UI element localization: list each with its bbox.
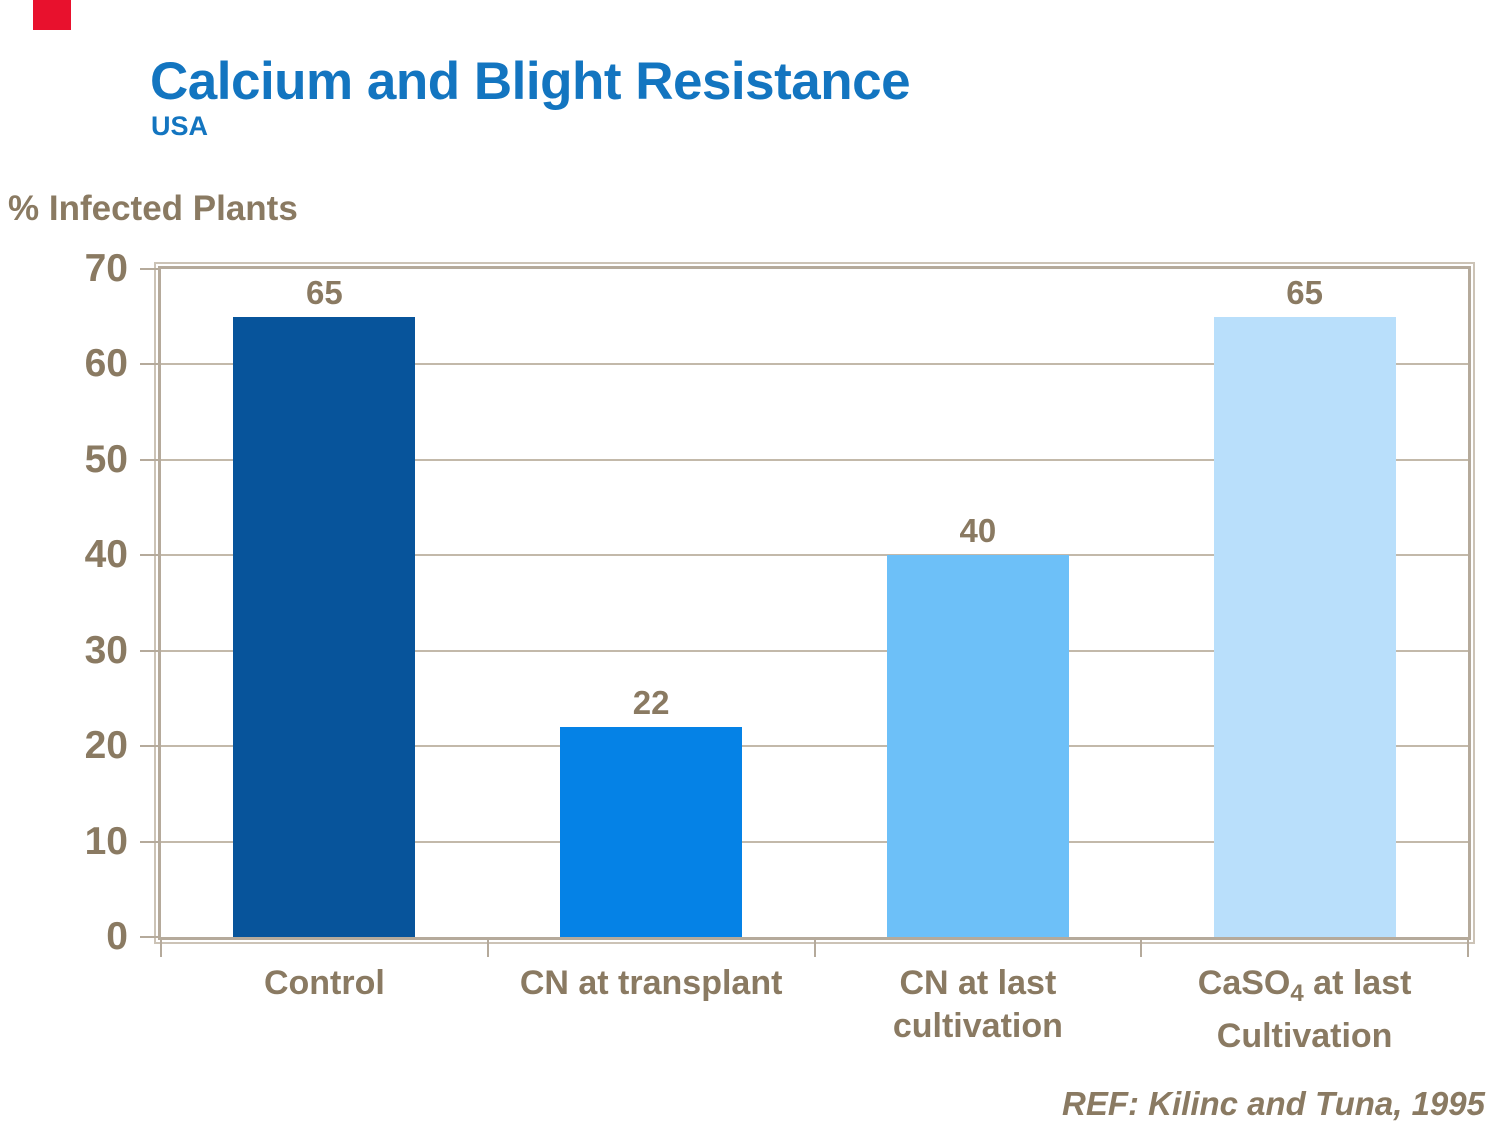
x-category-line: Control: [159, 962, 489, 1005]
slide-title: Calcium and Blight Resistance: [150, 52, 911, 111]
y-tick-mark: [140, 649, 158, 652]
bar-2: [560, 727, 743, 937]
label-text: CN at last: [899, 964, 1057, 1002]
y-tick-label: 70: [84, 247, 128, 290]
x-category-line: CaSO4 at last: [1140, 962, 1470, 1015]
y-tick-label: 0: [106, 915, 128, 958]
gridline: [161, 458, 1468, 461]
y-tick-mark: [140, 840, 158, 843]
gridline: [161, 649, 1468, 652]
bar-value-label: 40: [959, 512, 997, 550]
brand-accent-square: [33, 0, 71, 30]
x-category-line: cultivation: [813, 1005, 1143, 1048]
y-axis-title: % Infected Plants: [8, 189, 298, 228]
y-tick-mark: [140, 936, 158, 938]
gridline: [161, 363, 1468, 366]
y-tick-label: 30: [84, 628, 128, 672]
bar-1: [233, 316, 416, 937]
y-tick-label: 40: [84, 533, 128, 577]
y-tick-label: 20: [84, 724, 128, 768]
y-tick-mark: [140, 363, 158, 366]
gridline: [161, 840, 1468, 843]
y-tick-label: 50: [84, 437, 128, 481]
label-text: Cultivation: [1216, 1017, 1393, 1055]
x-category-line: CN at last: [813, 962, 1143, 1005]
label-text: cultivation: [892, 1007, 1063, 1045]
x-tick-mark: [1467, 940, 1469, 957]
x-category-label: CN at last cultivation: [813, 962, 1143, 1048]
y-tick-mark: [140, 745, 158, 748]
label-text: Control: [263, 964, 385, 1002]
plot-area: [158, 266, 1471, 940]
gridline: [161, 554, 1468, 557]
bar-value-label: 22: [632, 684, 670, 722]
y-tick-label: 60: [84, 342, 128, 386]
bar-3: [886, 555, 1069, 937]
subscript-text: 4: [1290, 980, 1304, 1007]
label-text: CaSO: [1197, 964, 1291, 1002]
x-tick-mark: [1140, 940, 1143, 957]
x-tick-mark: [160, 940, 162, 957]
label-text: CN at transplant: [519, 964, 783, 1002]
bar-4: [1213, 316, 1396, 937]
bar-value-label: 65: [306, 273, 343, 311]
x-tick-mark: [813, 940, 816, 957]
y-tick-mark: [140, 268, 158, 270]
gridline: [161, 745, 1468, 748]
y-tick-mark: [140, 458, 158, 461]
x-category-label: Control: [159, 962, 489, 1005]
x-category-line: CN at transplant: [486, 962, 816, 1005]
x-category-label: CaSO4 at last Cultivation: [1140, 962, 1470, 1058]
label-text: at last: [1303, 964, 1412, 1002]
x-tick-mark: [486, 940, 489, 957]
x-category-label: CN at transplant: [486, 962, 816, 1005]
y-tick-label: 10: [84, 819, 128, 863]
bar-value-label: 65: [1286, 273, 1323, 311]
x-category-line: Cultivation: [1140, 1015, 1470, 1058]
slide-subtitle: USA: [151, 111, 209, 141]
reference-citation: REF: Kilinc and Tuna, 1995: [1062, 1085, 1485, 1122]
y-tick-mark: [140, 554, 158, 557]
